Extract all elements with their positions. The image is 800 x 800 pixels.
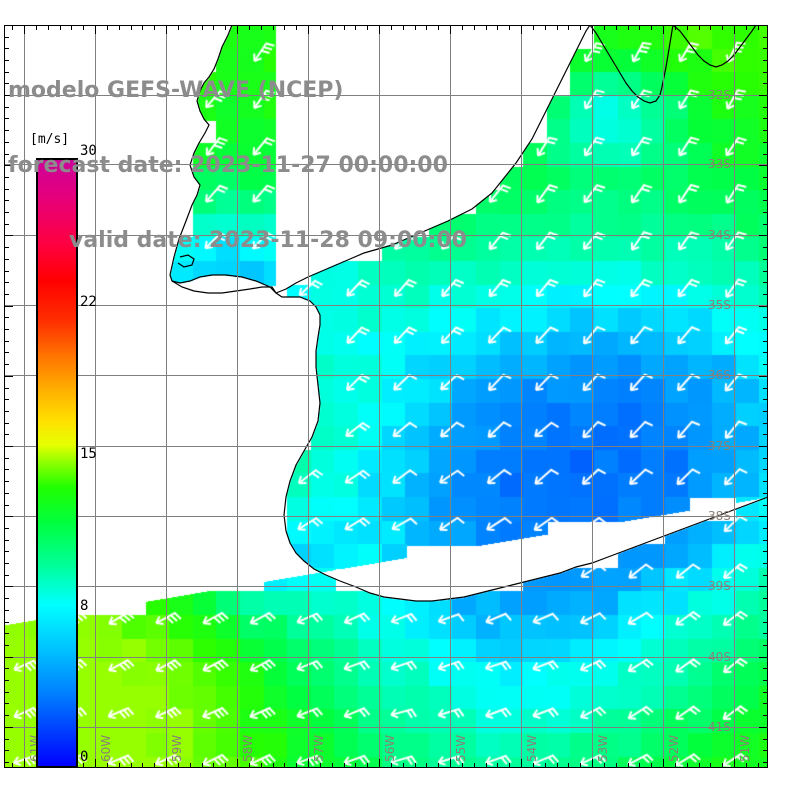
lon-label-60W: 60W: [99, 734, 113, 762]
colorbar-tick-15: 15: [80, 446, 97, 462]
lat-label-39S: 39S: [708, 579, 731, 593]
lon-label-59W: 59W: [170, 734, 184, 762]
lon-label-58W: 58W: [241, 734, 255, 762]
lon-label-52W: 52W: [667, 734, 681, 762]
lon-label-57W: 57W: [312, 734, 326, 762]
lat-label-40S: 40S: [708, 650, 731, 664]
colorbar-unit-label: [m/s]: [30, 132, 70, 147]
lat-label-37S: 37S: [708, 439, 731, 453]
lat-label-34S: 34S: [708, 228, 731, 242]
lon-label-54W: 54W: [525, 734, 539, 762]
lat-label-35S: 35S: [708, 298, 731, 312]
lat-label-32S: 32S: [708, 88, 731, 102]
lon-label-51W: 51W: [738, 734, 752, 762]
colorbar-tick-0: 0: [80, 749, 89, 765]
colorbar-tick-30: 30: [80, 143, 97, 159]
lon-label-55W: 55W: [454, 734, 468, 762]
lat-label-36S: 36S: [708, 368, 731, 382]
colorbar-gradient: [36, 158, 78, 768]
colorbar-tick-22: 22: [80, 294, 97, 310]
wind-barb-overlay: [4, 25, 768, 768]
colorbar[interactable]: [36, 158, 78, 768]
coastline-overlay: [169, 25, 768, 602]
colorbar-tick-8: 8: [80, 598, 89, 614]
lon-label-56W: 56W: [383, 734, 397, 762]
lat-label-33S: 33S: [708, 157, 731, 171]
lat-label-38S: 38S: [708, 509, 731, 523]
lat-label-41S: 41S: [708, 720, 731, 734]
lon-label-53W: 53W: [596, 734, 610, 762]
graticule-gridlines: [4, 25, 768, 768]
map-plot-area[interactable]: [4, 25, 768, 768]
